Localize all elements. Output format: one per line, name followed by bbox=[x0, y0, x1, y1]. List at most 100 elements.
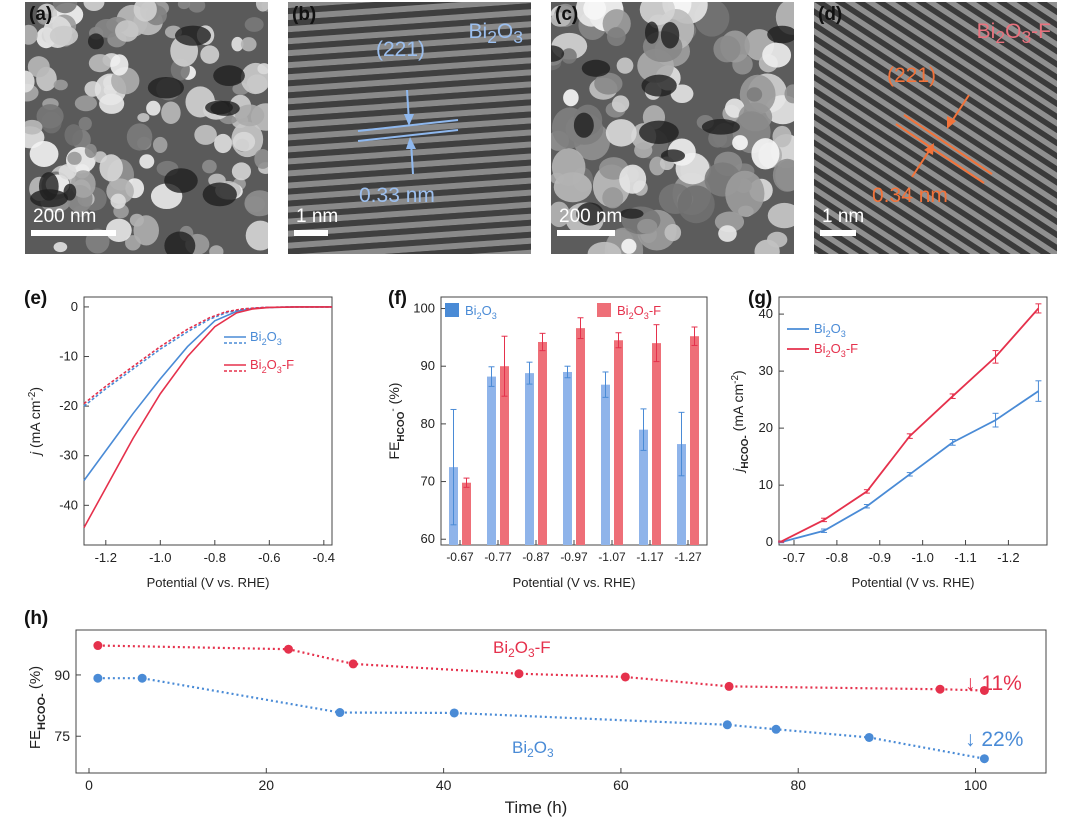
lattice-fringe bbox=[814, 16, 1057, 254]
y-tick-label: 0 bbox=[766, 534, 773, 549]
x-tick-label: -1.17 bbox=[636, 550, 664, 564]
particle-blob bbox=[67, 151, 82, 165]
legend-swatch bbox=[445, 303, 459, 317]
lattice-fringe bbox=[814, 2, 1057, 192]
hrtem-image-d: (d) Bi2O3-F (221) 0.34 nm 1 nm bbox=[814, 2, 1057, 254]
lattice-fringe bbox=[814, 2, 1057, 197]
lattice-fringe bbox=[288, 177, 531, 223]
x-tick-label: -0.67 bbox=[446, 550, 474, 564]
particle-blob bbox=[551, 201, 570, 228]
lattice-fringe bbox=[288, 22, 531, 68]
particle-blob bbox=[245, 220, 268, 251]
panel-label-d: (d) bbox=[818, 4, 843, 25]
particle-blob bbox=[551, 148, 586, 186]
pore-shadow bbox=[660, 149, 686, 162]
particle-blob bbox=[602, 187, 624, 209]
x-tick-label: -0.97 bbox=[560, 550, 588, 564]
particle-blob bbox=[583, 2, 607, 20]
legend-label: Bi2O3 bbox=[814, 321, 846, 339]
lattice-fringe bbox=[814, 2, 1057, 248]
particle-blob bbox=[209, 245, 224, 254]
lattice-fringe bbox=[288, 34, 531, 80]
lattice-fringe bbox=[814, 85, 1057, 254]
scale-bar-a: 200 nm bbox=[31, 206, 116, 236]
lattice-fringe bbox=[288, 153, 531, 199]
particle-blob bbox=[677, 185, 715, 224]
y-tick-label: -30 bbox=[59, 448, 78, 463]
particle-blob bbox=[70, 170, 96, 198]
y-axis-label: FEHCOO- (%) bbox=[27, 666, 48, 749]
lattice-fringe bbox=[814, 20, 1057, 254]
x-tick-label: -0.77 bbox=[484, 550, 512, 564]
series-line-solid bbox=[83, 306, 332, 529]
pore-shadow bbox=[581, 59, 611, 77]
pore-shadow bbox=[164, 231, 196, 254]
data-point bbox=[514, 669, 524, 679]
x-tick-label: -0.4 bbox=[313, 550, 335, 565]
legend-label: Bi2O3-F bbox=[250, 357, 294, 375]
x-tick-label: -1.07 bbox=[598, 550, 626, 564]
legend-label: Bi2O3-F bbox=[814, 341, 858, 359]
particle-blob bbox=[637, 218, 658, 234]
particle-blob bbox=[713, 35, 741, 63]
material-title-d: Bi2O3-F bbox=[976, 20, 1051, 48]
lattice-fringe bbox=[814, 2, 1057, 254]
lattice-fringe bbox=[288, 45, 531, 92]
x-tick-label: -0.8 bbox=[204, 550, 226, 565]
particle-blob bbox=[200, 45, 220, 64]
lattice-fringe bbox=[288, 2, 531, 32]
x-tick-label: 60 bbox=[613, 777, 629, 793]
sem-image-c: (c) 200 nm bbox=[551, 2, 794, 254]
lattice-fringe bbox=[288, 81, 531, 127]
y-tick-label: 10 bbox=[759, 477, 773, 492]
pore-shadow bbox=[620, 208, 644, 219]
lattice-fringe bbox=[814, 2, 1057, 229]
particle-blob bbox=[762, 42, 792, 68]
particle-blob bbox=[25, 70, 35, 93]
y-tick-label: 70 bbox=[421, 474, 435, 489]
pore-shadow bbox=[641, 74, 677, 97]
material-title-b: Bi2O3 bbox=[468, 20, 524, 48]
particle-blob bbox=[606, 27, 626, 47]
x-tick-label: -1.1 bbox=[954, 550, 976, 565]
data-point bbox=[935, 684, 945, 694]
bar bbox=[576, 328, 585, 545]
lattice-fringe bbox=[288, 141, 531, 187]
lattice-fringe bbox=[288, 225, 531, 254]
particle-blob bbox=[611, 95, 630, 113]
y-tick-label: 100 bbox=[413, 301, 435, 316]
bar bbox=[601, 384, 610, 545]
x-tick-label: 0 bbox=[85, 777, 93, 793]
particle-blob bbox=[64, 124, 83, 146]
particle-blob bbox=[772, 158, 794, 192]
particle-blob bbox=[152, 136, 168, 153]
lattice-fringe bbox=[814, 2, 1057, 254]
lattice-fringe bbox=[814, 2, 1057, 243]
lattice-fringe bbox=[814, 2, 1057, 252]
lattice-fringe bbox=[814, 2, 1057, 254]
lattice-fringe bbox=[288, 129, 531, 175]
lattice-fringe bbox=[814, 2, 1057, 179]
panel-label-a: (a) bbox=[29, 4, 53, 25]
series-label-bi2o3: Bi2O3 bbox=[512, 738, 554, 760]
pore-shadow bbox=[87, 33, 104, 50]
x-axis-label: Potential (V vs. RHE) bbox=[147, 575, 270, 590]
y-tick-label: 75 bbox=[54, 728, 70, 744]
lattice-fringe bbox=[814, 25, 1057, 254]
particle-blob bbox=[74, 95, 98, 112]
lattice-fringe bbox=[814, 2, 1057, 254]
lattice-fringe bbox=[814, 2, 1057, 239]
x-tick-label: -0.6 bbox=[258, 550, 280, 565]
y-tick-label: 20 bbox=[759, 420, 773, 435]
data-point bbox=[137, 673, 147, 683]
lattice-fringe bbox=[814, 2, 1057, 234]
lattice-fringes-b bbox=[288, 2, 531, 254]
y-axis-label: jHCOO- (mA cm-2) bbox=[730, 370, 751, 473]
bar bbox=[525, 373, 534, 545]
y-tick-label: -40 bbox=[59, 497, 78, 512]
particle-blob bbox=[88, 54, 112, 73]
particle-blob bbox=[115, 20, 139, 42]
particle-blob bbox=[232, 131, 256, 152]
data-point bbox=[93, 641, 103, 651]
sem-texture-a bbox=[25, 2, 268, 254]
